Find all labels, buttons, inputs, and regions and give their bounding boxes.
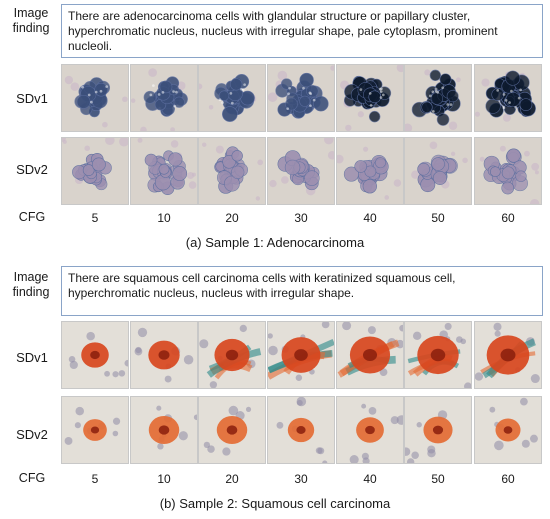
image-finding-label: Image finding bbox=[12, 270, 50, 299]
image-finding-text: There are squamous cell carcinoma cells … bbox=[61, 266, 543, 316]
micrograph-cfg-5 bbox=[61, 321, 129, 389]
micrograph-cfg-50 bbox=[404, 137, 472, 205]
micrograph-cfg-60 bbox=[474, 396, 542, 464]
micrograph-cfg-20 bbox=[198, 321, 266, 389]
micrograph-cfg-40 bbox=[336, 321, 404, 389]
cfg-value: 60 bbox=[501, 211, 515, 225]
cfg-value: 30 bbox=[294, 472, 308, 486]
cfg-value: 50 bbox=[431, 472, 445, 486]
image-finding-text: There are adenocarcinoma cells with glan… bbox=[61, 4, 543, 58]
micrograph-cfg-20 bbox=[198, 396, 266, 464]
micrograph-cfg-50 bbox=[404, 321, 472, 389]
micrograph-cfg-40 bbox=[336, 64, 404, 132]
micrograph-cfg-5 bbox=[61, 396, 129, 464]
micrograph-cfg-10 bbox=[130, 396, 198, 464]
micrograph-cfg-50 bbox=[404, 64, 472, 132]
micrograph-cfg-20 bbox=[198, 64, 266, 132]
micrograph-cfg-30 bbox=[267, 321, 335, 389]
micrograph-cfg-50 bbox=[404, 396, 472, 464]
micrograph-cfg-40 bbox=[336, 137, 404, 205]
row-label-sdv1: SDv1 bbox=[16, 91, 48, 106]
cfg-value: 10 bbox=[157, 211, 171, 225]
caption-b: (b) Sample 2: Squamous cell carcinoma bbox=[159, 496, 391, 511]
cfg-value: 50 bbox=[431, 211, 445, 225]
image-finding-label: Image finding bbox=[12, 6, 50, 35]
micrograph-cfg-5 bbox=[61, 64, 129, 132]
cfg-value: 20 bbox=[225, 211, 239, 225]
cfg-value: 20 bbox=[225, 472, 239, 486]
panel-sample-2: Image finding There are squamous cell ca… bbox=[0, 260, 550, 519]
row-label-sdv2: SDv2 bbox=[16, 162, 48, 177]
micrograph-cfg-10 bbox=[130, 321, 198, 389]
cfg-value: 10 bbox=[157, 472, 171, 486]
cfg-value: 5 bbox=[91, 472, 99, 486]
micrograph-cfg-30 bbox=[267, 396, 335, 464]
row-label-sdv2: SDv2 bbox=[16, 427, 48, 442]
cfg-value: 5 bbox=[91, 211, 99, 225]
cfg-value: 40 bbox=[363, 472, 377, 486]
micrograph-cfg-30 bbox=[267, 64, 335, 132]
micrograph-cfg-60 bbox=[474, 321, 542, 389]
row-label-sdv1: SDv1 bbox=[16, 350, 48, 365]
caption-a: (a) Sample 1: Adenocarcinoma bbox=[185, 235, 365, 250]
micrograph-cfg-20 bbox=[198, 137, 266, 205]
micrograph-cfg-40 bbox=[336, 396, 404, 464]
cfg-label: CFG bbox=[18, 471, 46, 485]
micrograph-cfg-10 bbox=[130, 64, 198, 132]
micrograph-cfg-5 bbox=[61, 137, 129, 205]
micrograph-cfg-60 bbox=[474, 137, 542, 205]
micrograph-cfg-60 bbox=[474, 64, 542, 132]
cfg-value: 30 bbox=[294, 211, 308, 225]
panel-sample-1: Image finding There are adenocarcinoma c… bbox=[12, 4, 543, 250]
micrograph-cfg-30 bbox=[267, 137, 335, 205]
cfg-label: CFG bbox=[18, 210, 46, 224]
micrograph-cfg-10 bbox=[130, 137, 198, 205]
cfg-value: 40 bbox=[363, 211, 377, 225]
cfg-value: 60 bbox=[501, 472, 515, 486]
